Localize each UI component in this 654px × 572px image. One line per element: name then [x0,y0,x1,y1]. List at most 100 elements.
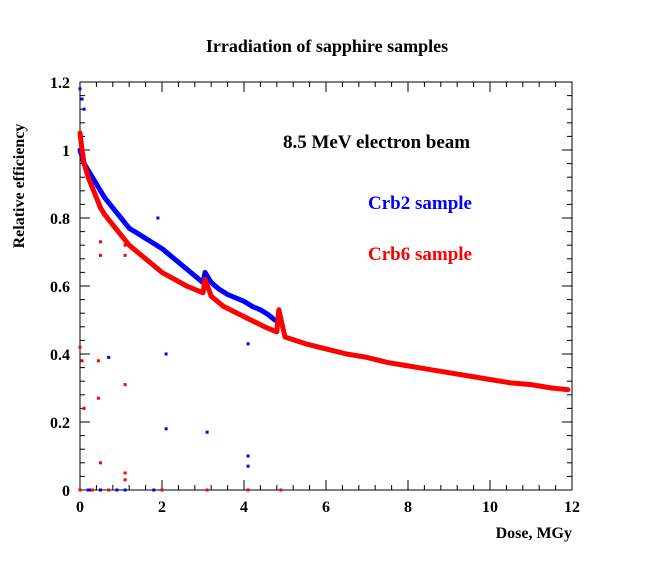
outlier-point [152,488,156,492]
outlier-point [96,396,100,400]
outlier-point [90,488,94,492]
data-point [94,196,98,200]
outlier-point [160,488,164,492]
outlier-point [156,216,160,220]
data-point [386,361,389,364]
data-point [529,383,533,387]
data-point [144,236,148,240]
outlier-point [82,406,86,410]
data-point [99,189,102,193]
y-axis-label: Relative efficiency [11,124,28,249]
chart-title: Irradiation of sapphire samples [206,36,448,56]
data-point [566,388,570,392]
outlier-point [246,342,250,346]
data-point [185,267,189,271]
outlier-point [78,87,82,91]
data-point [160,247,164,251]
outlier-point [86,488,90,492]
data-point [185,284,189,288]
outlier-point [99,461,102,465]
outlier-point [115,488,119,492]
data-point [273,318,277,322]
data-point [222,304,225,308]
data-point [176,260,180,264]
data-point [82,162,86,166]
data-point [345,352,348,356]
outlier-point [88,488,92,492]
y-tick-label: 1.2 [50,75,70,92]
data-point [140,253,143,257]
data-point [135,231,139,235]
data-point [111,223,115,227]
data-point [427,367,430,371]
outlier-point [78,488,82,492]
data-point [78,131,82,135]
data-point [119,216,123,220]
data-point [209,294,213,298]
outlier-point [246,454,250,458]
y-tick-label: 0 [62,483,70,500]
outlier-point [164,427,168,431]
data-point [90,175,94,179]
data-point [193,274,197,278]
data-point [119,233,123,237]
outlier-point [123,383,127,387]
outlier-point [99,240,102,244]
outlier-point [107,355,111,359]
y-tick-label: 0.6 [50,279,70,296]
x-tick-label: 8 [404,499,412,516]
outlier-point [82,107,86,111]
data-point [283,335,287,339]
data-point [99,206,102,210]
data-point [324,347,328,351]
data-point [86,175,90,179]
outlier-point [123,478,127,482]
data-point [509,381,512,385]
outlier-point [123,243,127,247]
data-point [209,281,213,285]
legend-crb6: Crb6 sample [368,244,472,265]
outlier-point [78,345,82,349]
data-point [242,299,246,303]
data-point [365,355,369,359]
data-point [250,304,254,308]
outlier-point [107,488,111,492]
data-point [488,378,492,381]
outlier-point [99,488,102,492]
outlier-point [80,359,84,363]
data-point [94,182,98,186]
data-point [103,213,107,217]
series-trace-crb6 [77,130,571,393]
x-axis: 0 2 4 6 8 10 12 [76,82,580,516]
data-point [468,374,471,378]
data-point [203,270,207,274]
x-tick-label: 2 [158,499,166,516]
outlier-point [96,359,100,363]
data-point [550,386,553,390]
y-tick-label: 0.2 [50,415,70,432]
data-point [242,315,246,319]
y-axis: 0 0.2 0.4 0.6 0.8 1 1.2 [50,75,572,500]
outlier-point [123,471,127,475]
data-point [277,308,281,312]
data-point [406,364,410,368]
data-point [152,242,156,245]
x-tick-label: 6 [322,499,330,516]
outlier-point [123,253,127,257]
x-axis-label: Dose, MGy [496,525,572,542]
data-point [111,206,115,210]
annotation-beam: 8.5 MeV electron beam [283,132,470,153]
outlier-point [246,464,250,468]
y-tick-label: 0.4 [50,347,70,364]
outlier-point [123,488,127,492]
y-tick-label: 1 [62,143,70,160]
x-tick-label: 0 [76,499,84,516]
data-point [217,287,221,291]
data-point [80,148,84,152]
data-point [258,308,262,312]
data-point [226,293,230,296]
data-point [152,264,156,268]
data-point [172,277,176,281]
data-point [304,342,307,346]
